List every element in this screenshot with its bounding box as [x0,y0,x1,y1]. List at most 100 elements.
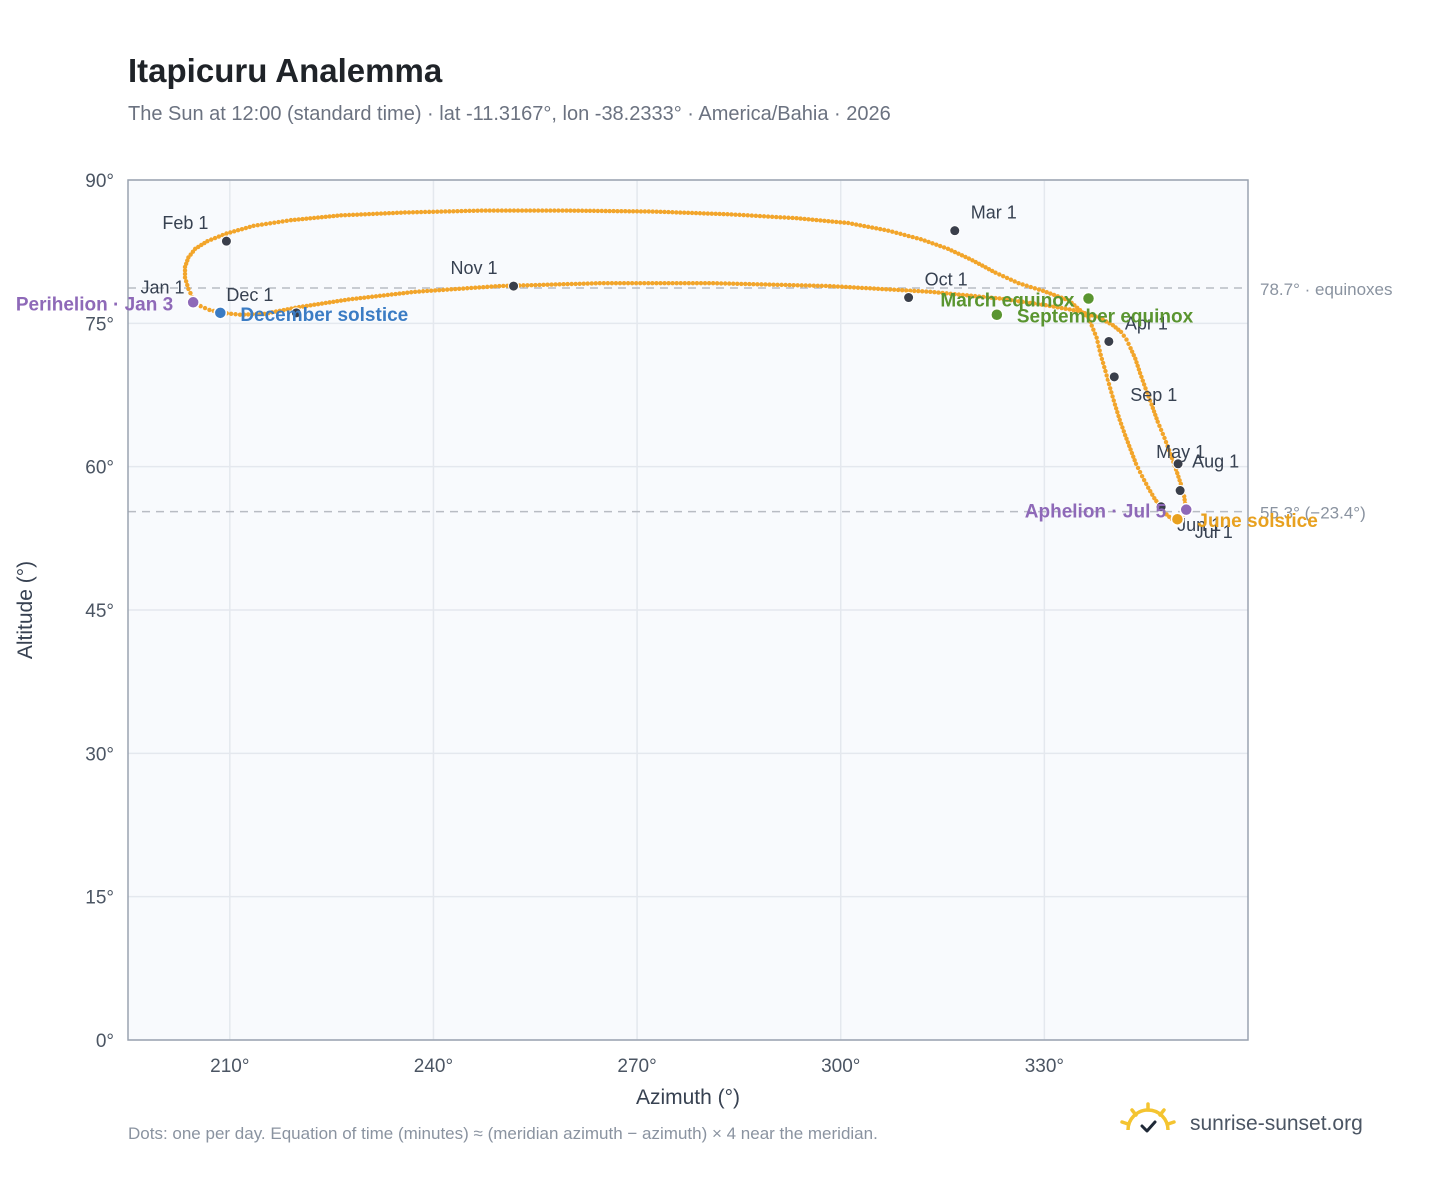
daily-sun-dot [765,214,771,219]
daily-sun-dot [334,299,340,304]
daily-sun-dot [1092,331,1098,336]
daily-sun-dot [898,231,903,237]
daily-sun-dot [1043,302,1048,308]
analemma-curve [182,208,1188,524]
daily-sun-dot [491,208,496,213]
daily-sun-dot [855,285,861,290]
daily-sun-dot [1126,341,1131,347]
daily-sun-dot [763,282,768,287]
daily-sun-dot [642,209,648,214]
daily-sun-dot [694,281,700,286]
daily-sun-dot [847,285,853,290]
daily-sun-dot [568,208,573,213]
daily-sun-dot [267,221,273,226]
chart-subtitle: The Sun at 12:00 (standard time) · lat -… [128,103,891,125]
reference-line-label: 55.3° (−23.4°) [1260,504,1366,523]
daily-sun-dot [198,303,203,309]
daily-sun-dot [743,281,748,287]
daily-sun-dot [1129,450,1135,456]
daily-sun-dot [859,285,865,291]
x-axis-ticks: 210° 240° 270° 300° 330° [210,1056,1064,1077]
daily-sun-dot [1059,305,1064,311]
daily-sun-dot [886,228,891,233]
daily-sun-dot [479,208,484,213]
brand[interactable]: sunrise-sunset.org [1120,1102,1420,1146]
daily-sun-dot [601,281,607,286]
daily-sun-dot [1110,323,1116,328]
daily-sun-dot [706,281,712,286]
daily-sun-dot [1139,374,1144,380]
daily-sun-dot [556,208,561,213]
daily-sun-dot [259,222,265,227]
daily-sun-dot [879,286,885,292]
daily-sun-dot [654,281,659,286]
daily-sun-dot [591,208,597,214]
daily-sun-dot [993,295,998,301]
daily-sun-dot [902,232,907,238]
daily-sun-dot [338,213,344,218]
daily-sun-dot [838,220,843,225]
daily-sun-dot [1051,292,1057,298]
daily-sun-dot [623,209,628,214]
daily-sun-dot [966,256,972,261]
daily-sun-dot [548,208,553,213]
daily-sun-dot [757,213,763,219]
daily-sun-dot [973,259,978,265]
daily-sun-dot [920,289,925,294]
daily-sun-dot [382,211,388,216]
y-tick-label: 45° [85,601,114,622]
daily-sun-dot [453,286,458,292]
daily-sun-dot [1154,416,1159,421]
daily-sun-dot [1177,478,1182,483]
daily-sun-dot [1089,313,1095,318]
daily-sun-dot [858,223,863,228]
daily-sun-dot [968,293,974,298]
daily-sun-dot [449,287,454,292]
daily-sun-dot [1120,425,1125,430]
daily-sun-dot [515,208,521,213]
daily-sun-dot [1143,481,1149,487]
daily-sun-dot [414,209,420,215]
daily-sun-dot [894,230,899,235]
daily-sun-dot [714,281,720,286]
daily-sun-dot [401,290,406,296]
daily-sun-dot [410,210,416,215]
daily-sun-dot [409,290,414,295]
daily-sun-dot [774,214,779,220]
daily-sun-dot [960,292,966,298]
daily-sun-dot [701,211,707,216]
daily-sun-dot [576,208,581,213]
daily-sun-dot [810,217,815,222]
daily-sun-dot [1146,485,1151,490]
daily-sun-dot [867,286,873,291]
daily-sun-dot [471,208,476,213]
daily-sun-dot [1141,477,1147,483]
daily-sun-dot [1095,339,1100,345]
x-tick-label: 240° [414,1056,453,1077]
daily-sun-dot [1098,352,1103,358]
daily-sun-dot [1008,277,1014,282]
chart-title: Itapicuru Analemma [128,52,443,89]
daily-sun-dot [1129,349,1135,354]
y-axis-ticks: 0° 15° 30° 45° 60° 75° 90° [85,171,114,1052]
daily-sun-dot [1168,452,1173,457]
month-marker [1108,371,1120,383]
daily-sun-dot [603,208,608,214]
daily-sun-dot [300,216,305,222]
daily-sun-dot [288,217,294,223]
daily-sun-dot [228,311,234,316]
daily-sun-dot [1132,458,1137,463]
daily-sun-dot [1139,474,1145,479]
daily-sun-dot [182,275,188,280]
x-tick-label: 300° [821,1056,860,1077]
daily-sun-dot [338,298,344,303]
daily-sun-dot [1113,406,1119,411]
daily-sun-dot [690,281,696,286]
daily-sun-dot [237,312,243,317]
daily-sun-dot [650,209,655,214]
daily-sun-dot [560,208,565,213]
daily-sun-dot [432,288,438,293]
daily-sun-dot [630,209,636,214]
daily-sun-dot [1111,398,1116,403]
daily-sun-dot [621,281,627,286]
